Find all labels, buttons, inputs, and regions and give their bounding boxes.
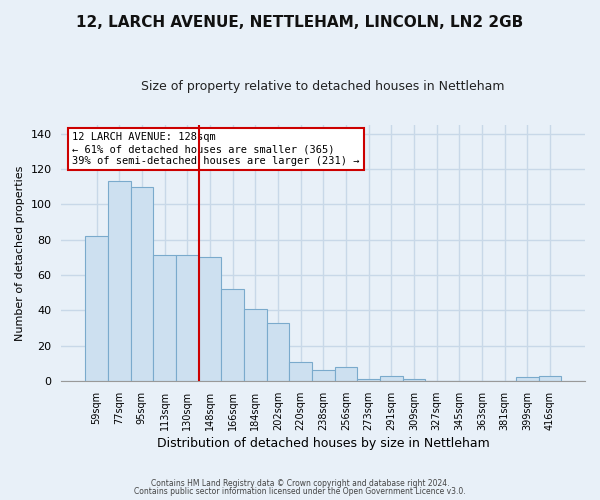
Bar — [266, 322, 289, 381]
Bar — [244, 308, 266, 381]
Text: 12, LARCH AVENUE, NETTLEHAM, LINCOLN, LN2 2GB: 12, LARCH AVENUE, NETTLEHAM, LINCOLN, LN… — [76, 15, 524, 30]
Bar — [335, 367, 357, 381]
Text: 12 LARCH AVENUE: 128sqm
← 61% of detached houses are smaller (365)
39% of semi-d: 12 LARCH AVENUE: 128sqm ← 61% of detache… — [72, 132, 359, 166]
Bar — [403, 379, 425, 381]
Bar — [539, 376, 561, 381]
Text: Contains HM Land Registry data © Crown copyright and database right 2024.: Contains HM Land Registry data © Crown c… — [151, 478, 449, 488]
Bar — [153, 256, 176, 381]
Bar — [131, 186, 153, 381]
X-axis label: Distribution of detached houses by size in Nettleham: Distribution of detached houses by size … — [157, 437, 490, 450]
Bar — [312, 370, 335, 381]
Title: Size of property relative to detached houses in Nettleham: Size of property relative to detached ho… — [142, 80, 505, 93]
Bar — [199, 258, 221, 381]
Bar — [176, 256, 199, 381]
Bar — [380, 376, 403, 381]
Bar — [108, 182, 131, 381]
Bar — [289, 362, 312, 381]
Y-axis label: Number of detached properties: Number of detached properties — [15, 165, 25, 340]
Bar — [221, 289, 244, 381]
Text: Contains public sector information licensed under the Open Government Licence v3: Contains public sector information licen… — [134, 487, 466, 496]
Bar — [85, 236, 108, 381]
Bar — [357, 379, 380, 381]
Bar — [516, 378, 539, 381]
